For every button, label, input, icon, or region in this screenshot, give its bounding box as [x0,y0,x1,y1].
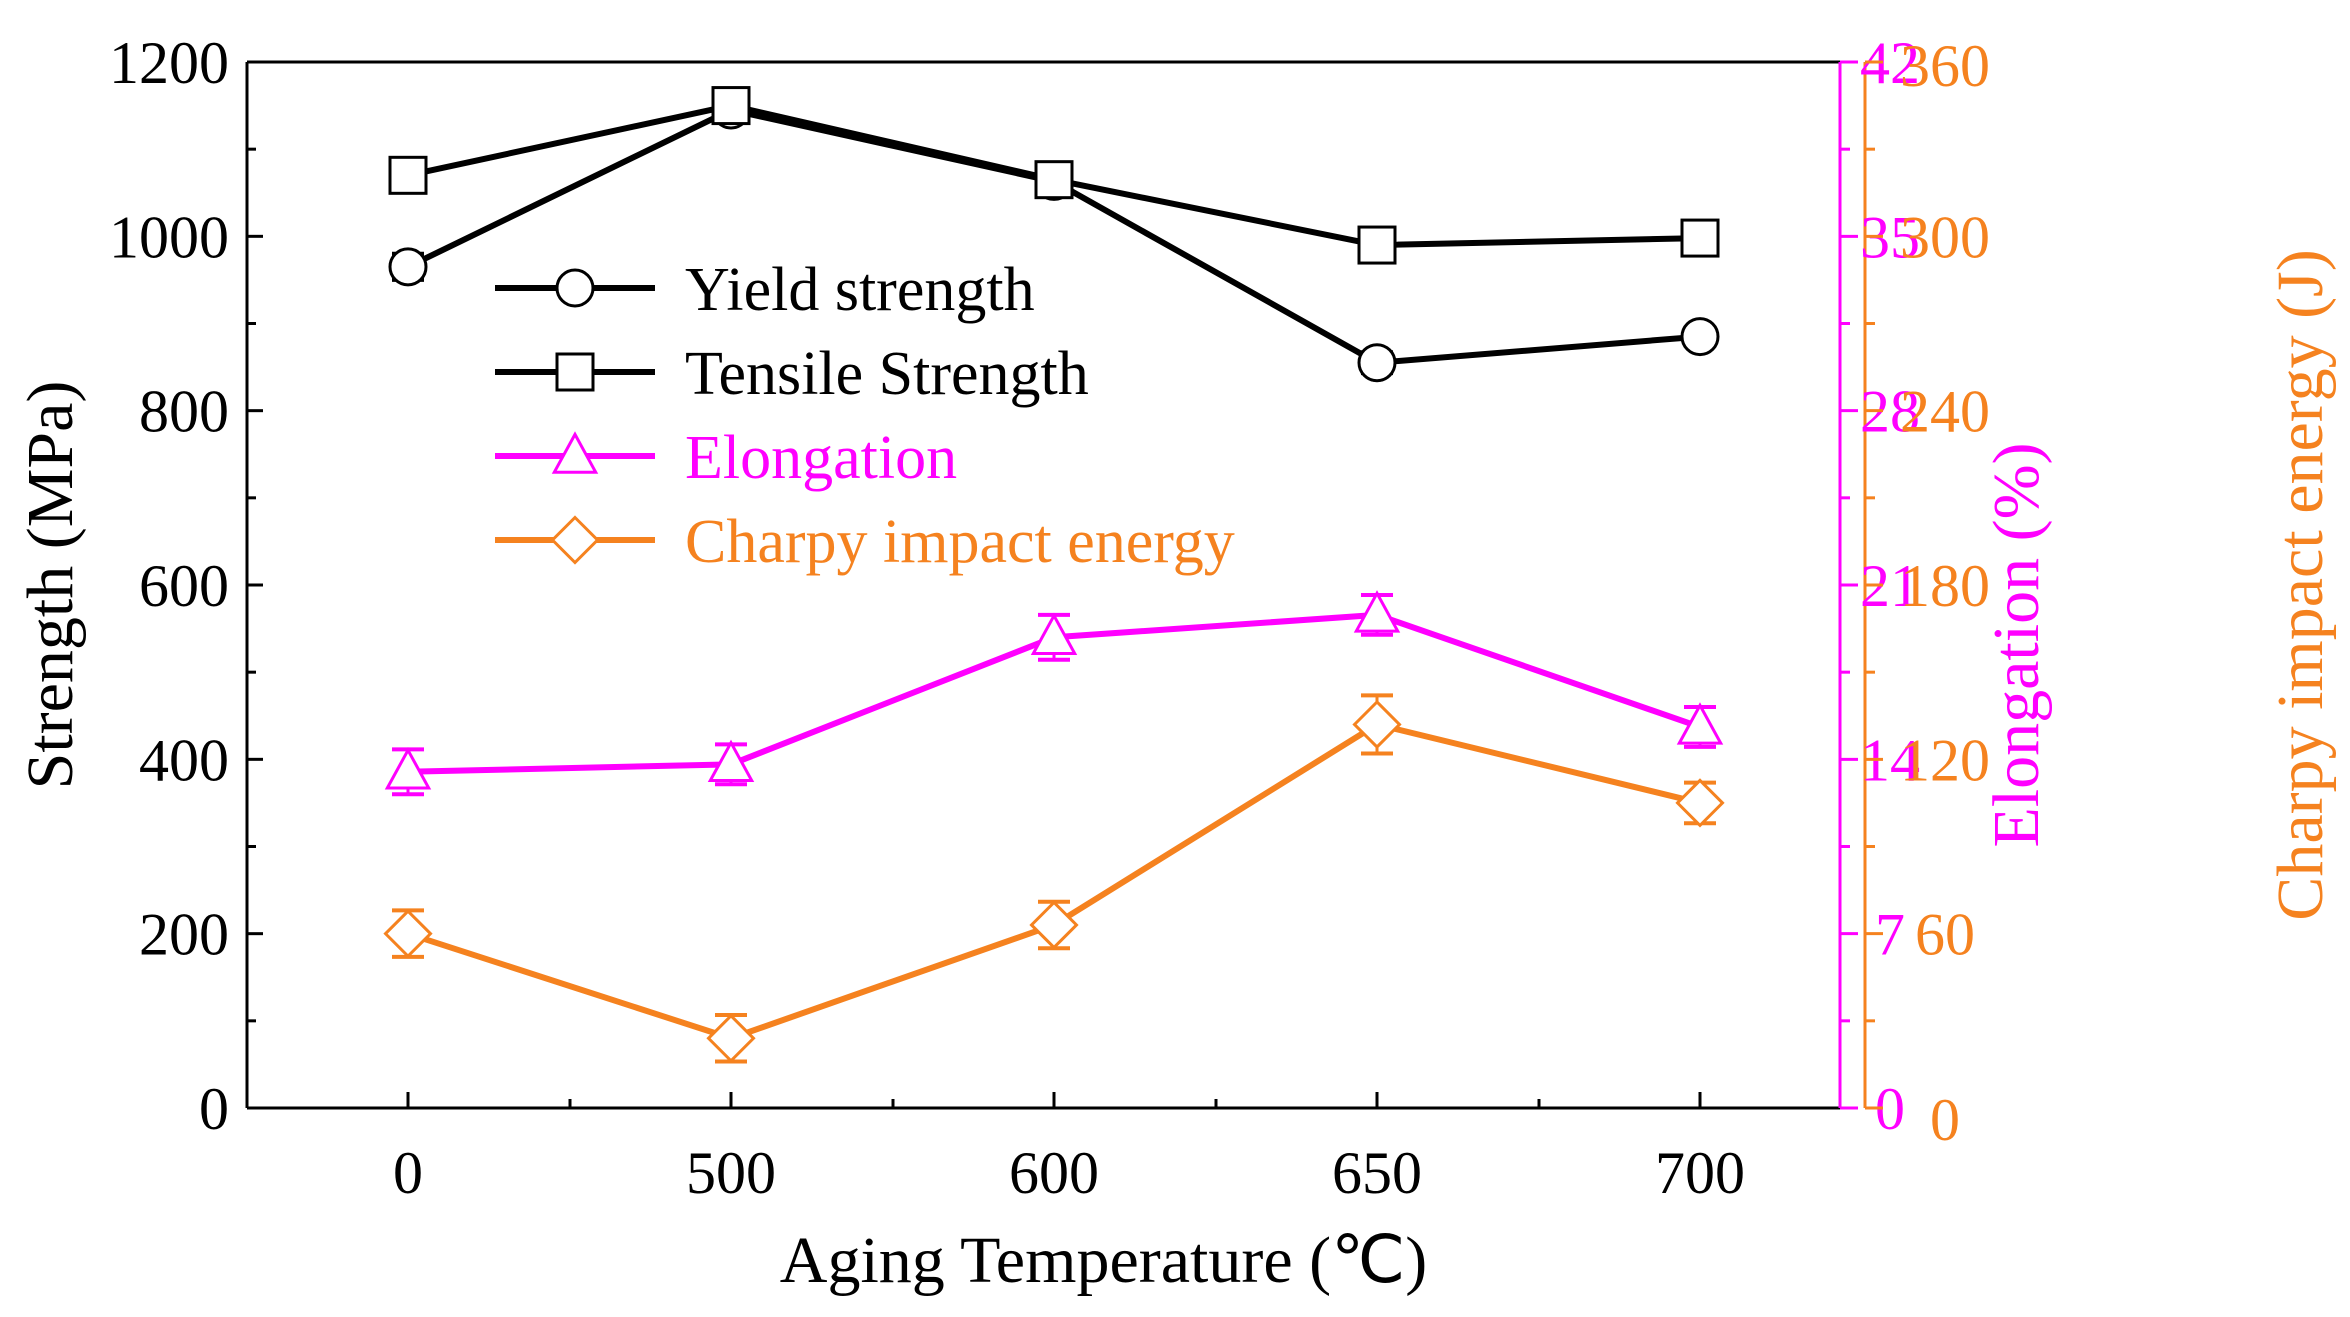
data-point [1676,702,1724,745]
legend-label: Tensile Strength [685,340,1089,408]
data-point [706,1013,756,1063]
data-point [1357,343,1397,383]
data-point [707,739,755,783]
charpy-tick-label: 60 [1915,902,1975,968]
legend-item: Tensile Strength [495,340,1089,408]
series-charpy-impact-energy [383,693,1725,1064]
data-point [1353,590,1401,633]
series-line [406,106,1701,366]
strength-tick-label: 200 [139,902,229,968]
x-tick-label: 500 [686,1140,776,1206]
x-tick-label: 0 [393,1140,423,1206]
legend-item: Yield strength [495,256,1035,324]
data-point [1034,160,1074,200]
axes-layer: 0200400600800100012000714212835420601201… [14,30,2337,1297]
legend-item: Charpy impact energy [495,508,1235,576]
legend-label: Charpy impact energy [685,508,1235,576]
legend-marker [555,268,595,308]
legend-marker [555,352,595,392]
legend-marker [551,431,599,474]
legend-label: Yield strength [685,256,1035,324]
data-point [383,909,433,959]
strength-tick-label: 800 [139,379,229,445]
data-point [1029,900,1079,950]
legend-label: Elongation [685,424,957,492]
x-tick-label: 650 [1332,1140,1422,1206]
charpy-tick-label: 300 [1900,204,1990,270]
x-tick-label: 700 [1655,1140,1745,1206]
strength-tick-label: 600 [139,553,229,619]
charpy-tick-label: 120 [1900,727,1990,793]
charpy-tick-label: 180 [1900,553,1990,619]
x-tick-label: 600 [1009,1140,1099,1206]
legend: Yield strength Tensile Strength Elongation… [495,256,1235,576]
charpy-axis-title: Charpy impact energy (J) [2264,249,2337,920]
data-point [1352,699,1402,750]
x-axis-title: Aging Temperature (℃) [780,1224,1427,1297]
data-point [1680,218,1720,258]
strength-tick-label: 0 [199,1076,229,1142]
strength-tick-label: 400 [139,727,229,793]
strength-axis-title: Strength (MPa) [14,381,87,790]
series-tensile-strength [388,86,1720,265]
series-layer [383,86,1725,1064]
series-line [407,721,1701,1042]
strength-tick-label: 1200 [109,30,229,96]
data-point [1030,612,1078,655]
strength-tick-label: 1000 [109,204,229,270]
legend-item: Elongation [495,424,957,492]
data-point [1357,225,1397,265]
charpy-tick-label: 360 [1900,33,1990,99]
elongation-axis-title: Elongation (%) [1980,442,2053,847]
data-point [388,155,428,195]
data-point [711,86,751,126]
data-point [1680,317,1720,357]
data-point [388,247,428,287]
charpy-tick-label: 240 [1900,379,1990,445]
charpy-tick-label: 0 [1930,1087,1960,1153]
legend-marker [550,515,600,565]
data-point [1675,778,1725,828]
series-elongation [384,590,1724,797]
data-point [384,747,432,790]
